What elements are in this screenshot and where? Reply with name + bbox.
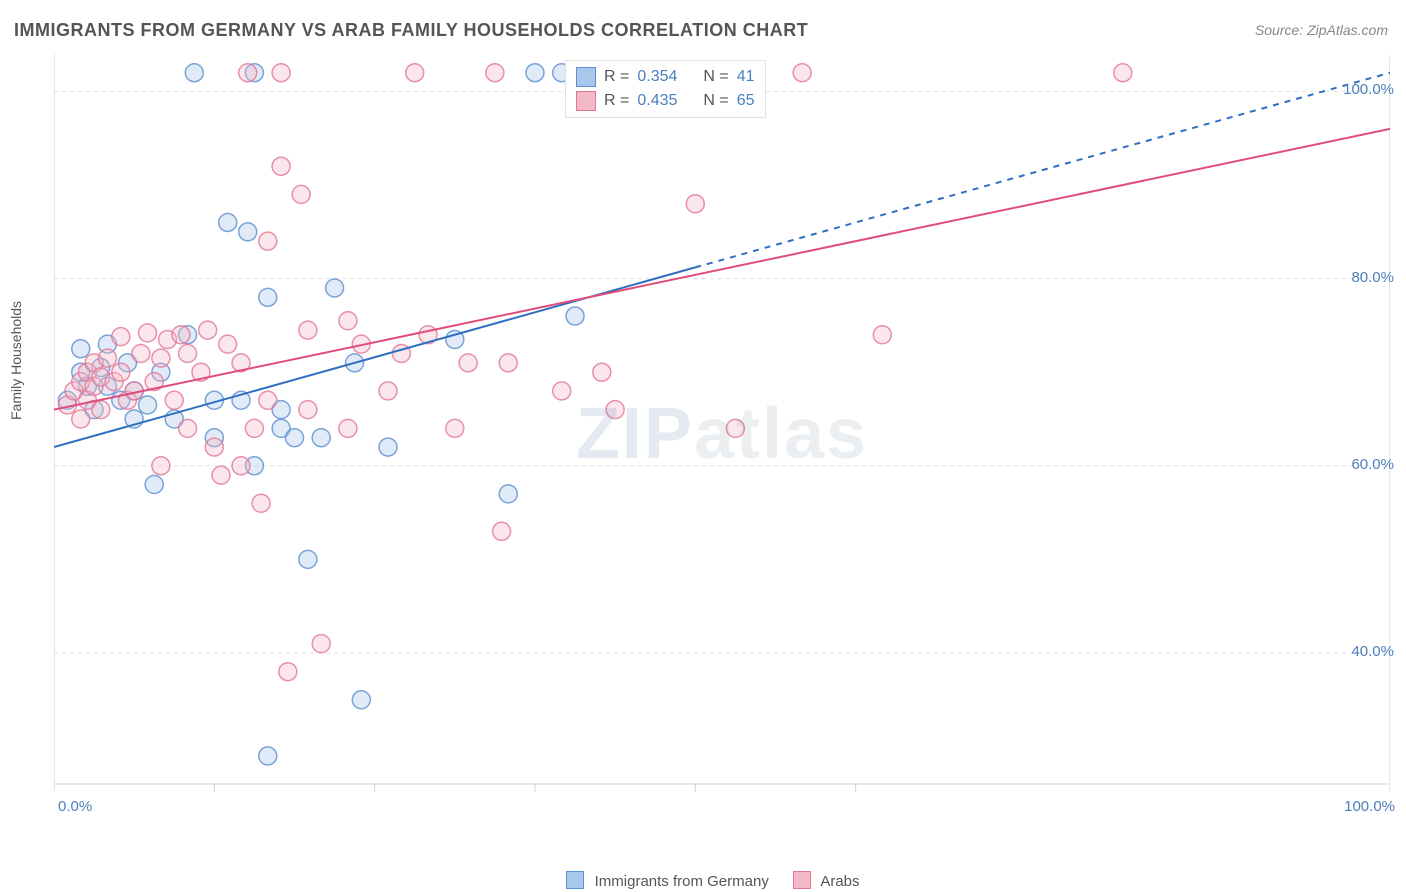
r-value-germany: 0.354 [637, 68, 677, 86]
y-tick-label: 40.0% [1334, 643, 1394, 660]
r-label: R = [604, 68, 629, 86]
chart-title: IMMIGRANTS FROM GERMANY VS ARAB FAMILY H… [14, 20, 808, 41]
series-swatch-arabs [793, 871, 811, 889]
source-attribution: Source: ZipAtlas.com [1255, 22, 1388, 38]
y-axis-label: Family Households [8, 301, 24, 420]
n-value-germany: 41 [737, 68, 755, 86]
legend-row-germany: R = 0.354 N = 41 [576, 65, 755, 89]
y-tick-label: 60.0% [1334, 456, 1394, 473]
n-label: N = [703, 68, 728, 86]
x-tick-label: 0.0% [58, 798, 92, 815]
r-value-arabs: 0.435 [637, 92, 677, 110]
n-label: N = [703, 92, 728, 110]
legend-swatch-germany [576, 67, 596, 87]
series-label-germany: Immigrants from Germany [595, 873, 769, 890]
legend-row-arabs: R = 0.435 N = 65 [576, 89, 755, 113]
scatter-plot-svg [54, 54, 1390, 814]
x-tick-label: 100.0% [1340, 798, 1395, 815]
y-tick-label: 100.0% [1334, 81, 1394, 98]
series-label-arabs: Arabs [820, 873, 859, 890]
series-legend: Immigrants from Germany Arabs [0, 871, 1406, 890]
correlation-legend: R = 0.354 N = 41 R = 0.435 N = 65 [565, 60, 766, 118]
y-tick-label: 80.0% [1334, 269, 1394, 286]
r-label: R = [604, 92, 629, 110]
chart-container: IMMIGRANTS FROM GERMANY VS ARAB FAMILY H… [0, 0, 1406, 892]
n-value-arabs: 65 [737, 92, 755, 110]
legend-swatch-arabs [576, 91, 596, 111]
series-swatch-germany [566, 871, 584, 889]
plot-area: ZIPatlas [54, 54, 1390, 814]
